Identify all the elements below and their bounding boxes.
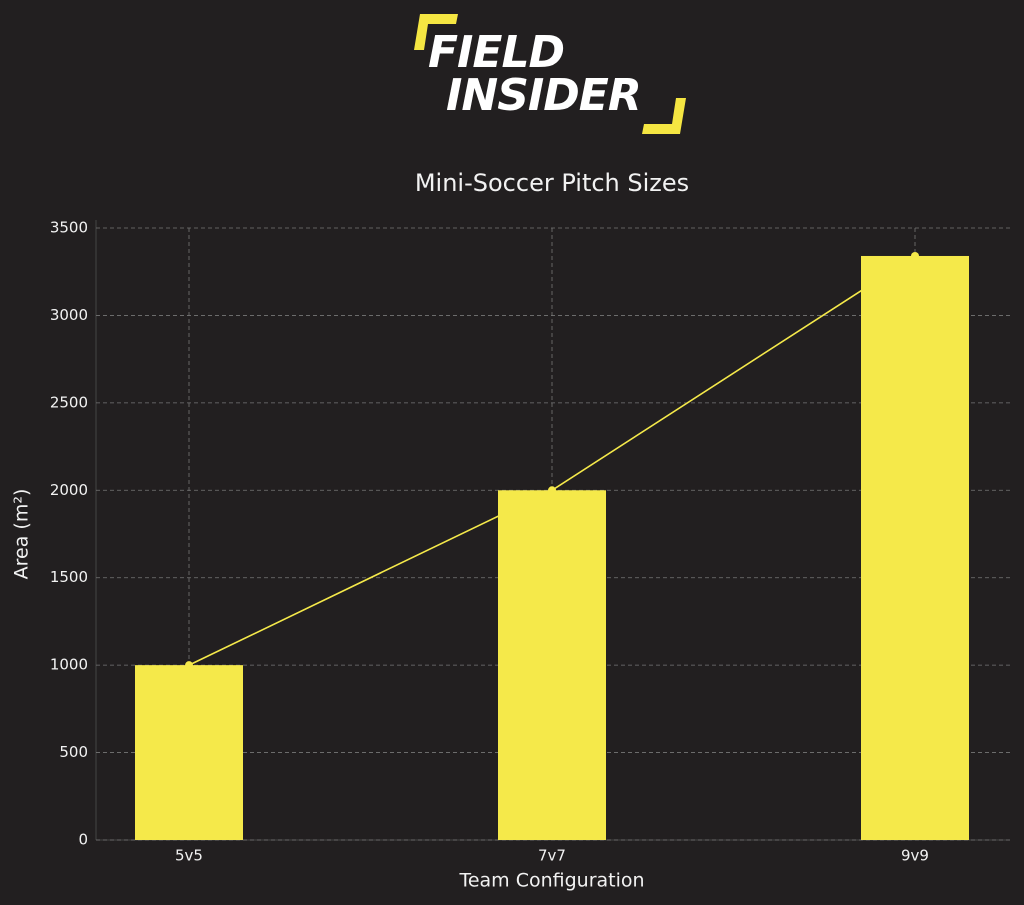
x-tick-label: 9v9 xyxy=(901,847,929,865)
y-axis-label: Area (m²) xyxy=(11,489,33,580)
logo-bracket xyxy=(414,14,458,50)
bar xyxy=(135,665,243,840)
y-tick-label: 2000 xyxy=(50,481,88,499)
y-tick-label: 1500 xyxy=(50,568,88,586)
y-tick-label: 3000 xyxy=(50,306,88,324)
bar xyxy=(498,490,606,840)
logo-text: FIELD xyxy=(428,27,564,78)
logo-text: INSIDER xyxy=(446,70,641,121)
bar xyxy=(861,255,969,840)
y-tick-label: 500 xyxy=(59,743,88,761)
logo: FIELD INSIDER xyxy=(414,14,686,134)
trend-point xyxy=(548,486,556,495)
logo-bracket xyxy=(642,98,686,134)
x-axis-label: Team Configuration xyxy=(458,870,644,892)
x-tick-label: 5v5 xyxy=(175,847,203,865)
y-tick-label: 2500 xyxy=(50,393,88,411)
y-tick-label: 0 xyxy=(78,831,88,849)
trend-point xyxy=(911,251,919,260)
y-tick-label: 3500 xyxy=(50,219,88,237)
y-tick-label: 1000 xyxy=(50,656,88,674)
chart-title: Mini-Soccer Pitch Sizes xyxy=(415,169,689,197)
trend-point xyxy=(185,661,193,670)
x-tick-label: 7v7 xyxy=(538,847,566,865)
